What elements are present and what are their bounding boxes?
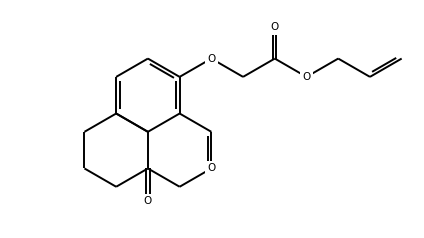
Text: O: O: [207, 54, 215, 64]
Text: O: O: [144, 196, 152, 206]
Text: O: O: [207, 164, 215, 174]
Text: O: O: [271, 22, 279, 32]
Text: O: O: [302, 72, 311, 82]
